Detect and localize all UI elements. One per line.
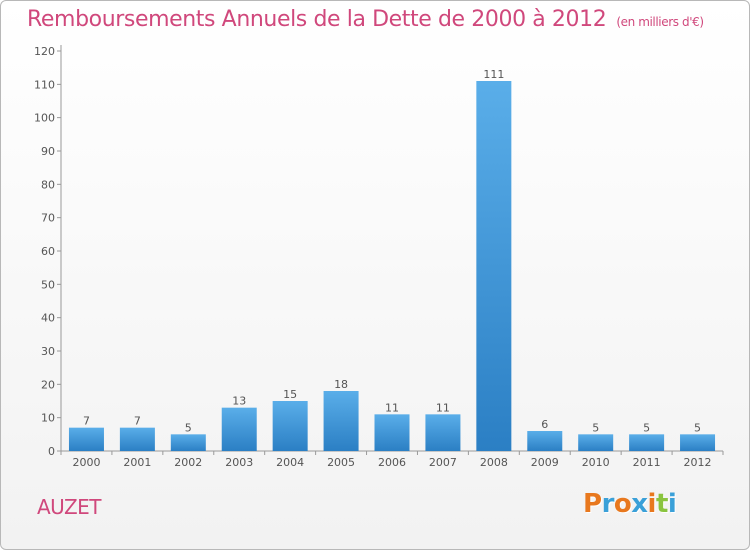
proxiti-logo[interactable]: Proxiti: [583, 489, 677, 519]
bar-2003[interactable]: [221, 407, 257, 451]
bar-2001[interactable]: [119, 427, 155, 451]
chart-title-text: Remboursements Annuels de la Dette de 20…: [27, 7, 607, 32]
x-tick-label: 2009: [531, 456, 559, 469]
bar-2005[interactable]: [323, 391, 359, 451]
x-tick-label: 2010: [582, 456, 610, 469]
y-tick-label: 50: [41, 278, 55, 291]
x-tick-label: 2006: [378, 456, 406, 469]
y-tick-label: 30: [41, 345, 55, 358]
commune-name: AUZET: [37, 495, 102, 519]
bar-2010[interactable]: [578, 434, 614, 451]
data-label-2002: 5: [185, 421, 192, 434]
y-tick-label: 70: [41, 212, 55, 225]
bar-2012[interactable]: [680, 434, 716, 451]
data-label-2010: 5: [592, 421, 599, 434]
y-tick-label: 20: [41, 378, 55, 391]
y-tick-label: 10: [41, 412, 55, 425]
logo-letter: o: [613, 489, 632, 519]
bar-2002[interactable]: [170, 434, 206, 451]
bar-2011[interactable]: [629, 434, 665, 451]
data-label-2004: 15: [283, 388, 297, 401]
y-tick-label: 60: [41, 245, 55, 258]
bar-2008[interactable]: [476, 81, 512, 451]
data-label-2007: 11: [436, 401, 450, 414]
data-label-2009: 6: [541, 418, 548, 431]
data-label-2003: 13: [232, 395, 246, 408]
y-tick-label: 40: [41, 312, 55, 325]
x-tick-label: 2007: [429, 456, 457, 469]
data-label-2001: 7: [134, 415, 141, 428]
logo-letter: i: [667, 489, 677, 519]
x-tick-label: 2008: [480, 456, 508, 469]
bar-2009[interactable]: [527, 431, 563, 451]
y-tick-label: 110: [34, 78, 55, 91]
x-tick-label: 2011: [633, 456, 661, 469]
data-label-2011: 5: [643, 421, 650, 434]
data-label-2006: 11: [385, 401, 399, 414]
x-tick-label: 2004: [276, 456, 304, 469]
logo-letter: x: [631, 489, 648, 519]
chart-title: Remboursements Annuels de la Dette de 20…: [27, 7, 704, 32]
y-tick-label: 100: [34, 112, 55, 125]
x-tick-label: 2002: [174, 456, 202, 469]
logo-letter: r: [601, 489, 615, 519]
bar-2000[interactable]: [68, 427, 104, 451]
bar-2006[interactable]: [374, 414, 410, 451]
data-label-2005: 18: [334, 378, 348, 391]
y-tick-label: 0: [48, 445, 55, 458]
y-tick-label: 120: [34, 45, 55, 58]
x-tick-label: 2012: [684, 456, 712, 469]
data-label-2000: 7: [83, 415, 90, 428]
y-tick-label: 90: [41, 145, 55, 158]
x-tick-label: 2001: [123, 456, 151, 469]
bar-2007[interactable]: [425, 414, 461, 451]
bar-2004[interactable]: [272, 401, 308, 451]
x-tick-label: 2003: [225, 456, 253, 469]
x-tick-label: 2000: [72, 456, 100, 469]
chart-unit: (en milliers d'€): [616, 15, 704, 29]
data-label-2008: 111: [483, 68, 504, 81]
y-tick-label: 80: [41, 178, 55, 191]
logo-letter: i: [647, 489, 657, 519]
logo-letter: t: [655, 489, 668, 519]
logo-letter: P: [583, 489, 602, 519]
data-label-2012: 5: [694, 421, 701, 434]
x-tick-label: 2005: [327, 456, 355, 469]
